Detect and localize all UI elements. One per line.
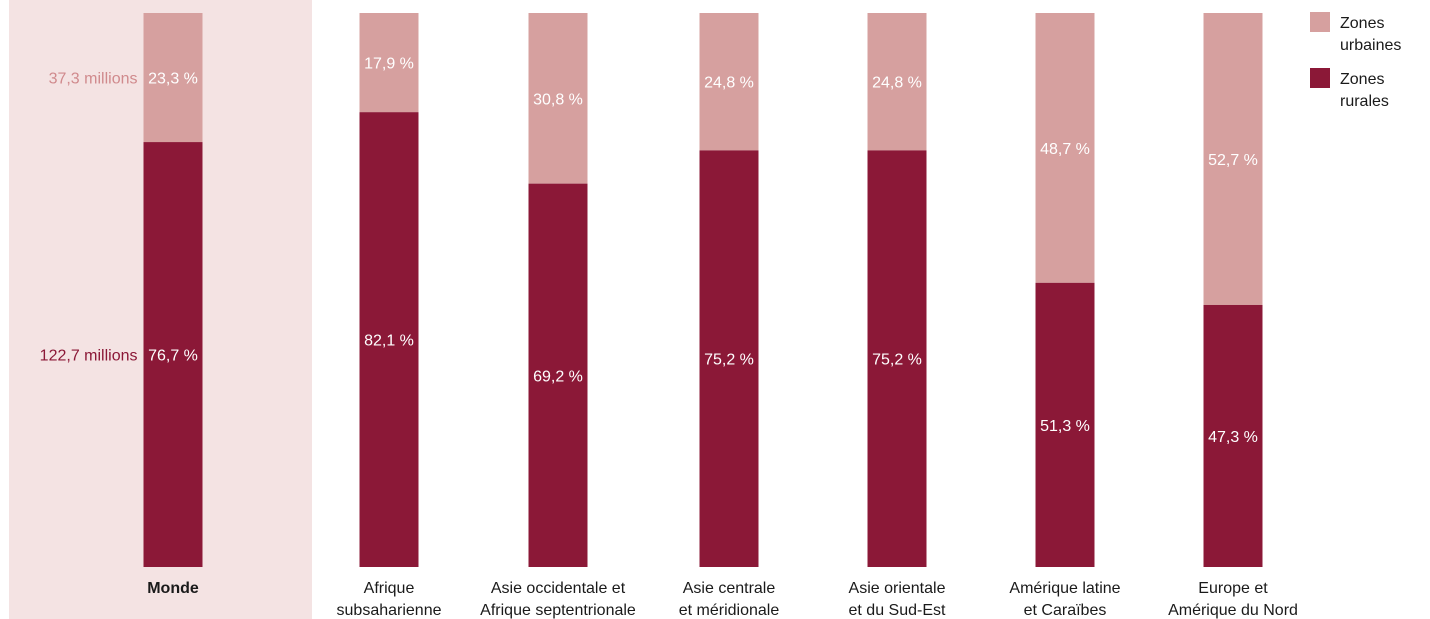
category-label-2: Asie occidentale et Afrique septentrional…	[480, 580, 636, 619]
bar-rural-6	[1203, 304, 1263, 567]
data-label-urban-2: 30,8 %	[533, 91, 583, 108]
data-label-urban-1: 17,9 %	[364, 56, 414, 73]
legend-swatch-0	[1310, 12, 1330, 32]
legend-label-1: Zones rurales	[1340, 71, 1389, 110]
data-label-rural-5: 51,3 %	[1040, 418, 1090, 435]
legend-label-0: Zones urbaines	[1340, 15, 1401, 54]
data-label-urban-0: 23,3 %	[148, 71, 198, 88]
data-label-urban-6: 52,7 %	[1208, 152, 1258, 169]
data-label-rural-6: 47,3 %	[1208, 429, 1258, 446]
absolute-label-urban: 37,3 millions	[49, 71, 138, 88]
bar-urban-1	[359, 13, 419, 113]
category-label-0: Monde	[147, 580, 199, 597]
bar-rural-3	[699, 150, 759, 567]
bar-urban-2	[528, 13, 588, 184]
bar-rural-1	[359, 112, 419, 567]
bar-rural-4	[867, 150, 927, 567]
bar-rural-5	[1035, 282, 1095, 567]
category-label-5: Amérique latine et Caraïbes	[1009, 580, 1120, 619]
data-label-rural-2: 69,2 %	[533, 368, 583, 385]
data-label-rural-4: 75,2 %	[872, 352, 922, 369]
data-label-urban-3: 24,8 %	[704, 75, 754, 92]
data-label-urban-5: 48,7 %	[1040, 141, 1090, 158]
category-label-1: Afrique subsaharienne	[337, 580, 442, 619]
bar-urban-4	[867, 13, 927, 151]
bar-urban-5	[1035, 13, 1095, 283]
category-label-3: Asie centrale et méridionale	[679, 580, 780, 619]
category-label-4: Asie orientale et du Sud-Est	[849, 580, 947, 619]
data-label-rural-0: 76,7 %	[148, 348, 198, 365]
bar-urban-3	[699, 13, 759, 151]
data-label-rural-3: 75,2 %	[704, 352, 754, 369]
bar-urban-6	[1203, 13, 1263, 305]
data-label-urban-4: 24,8 %	[872, 75, 922, 92]
absolute-label-rural: 122,7 millions	[40, 348, 138, 365]
legend-swatch-1	[1310, 68, 1330, 88]
data-label-rural-1: 82,1 %	[364, 333, 414, 350]
bar-rural-2	[528, 183, 588, 567]
bar-rural-0	[143, 142, 203, 567]
bar-urban-0	[143, 13, 203, 143]
category-label-6: Europe et Amérique du Nord	[1168, 580, 1298, 619]
